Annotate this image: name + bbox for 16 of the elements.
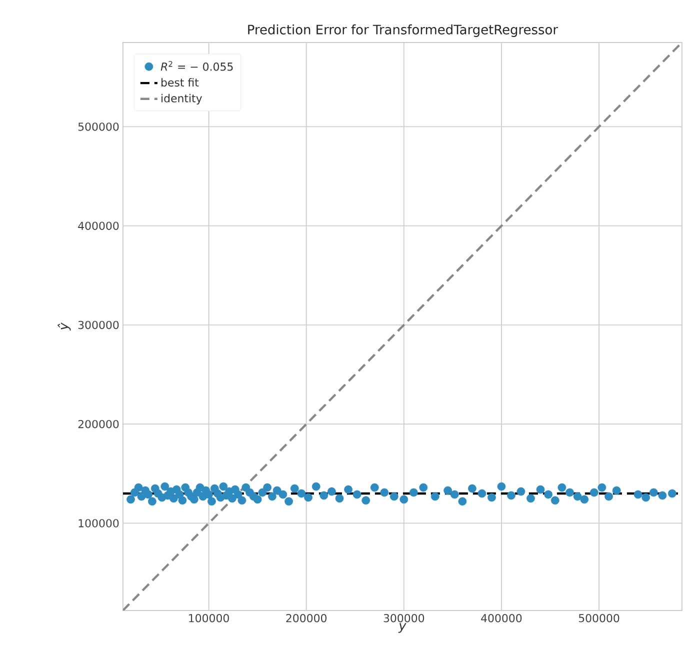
legend-label: identity	[162, 94, 202, 105]
x-tick-label: 100000	[189, 614, 229, 622]
y-tick-label: 300000	[78, 320, 119, 330]
y-tick-label: 100000	[78, 519, 119, 528]
y-tick-label: 400000	[78, 222, 119, 230]
x-tick-label: 300000	[384, 614, 424, 622]
y-axis-title: ŷ	[58, 322, 71, 331]
x-tick-label: 500000	[578, 614, 620, 622]
x-tick-label: 400000	[481, 614, 522, 622]
legend-label: R$^{2}$ = − 0.055	[160, 61, 233, 71]
chart-title: Prediction Error for TransformedTargetRegressor	[248, 24, 558, 37]
x-tick-label: 200000	[286, 614, 327, 622]
legend-label: best fit	[162, 78, 199, 87]
y-tick-label: 200000	[78, 420, 119, 428]
x-axis-title: y	[398, 623, 406, 633]
y-tick-label: 500000	[78, 122, 119, 131]
